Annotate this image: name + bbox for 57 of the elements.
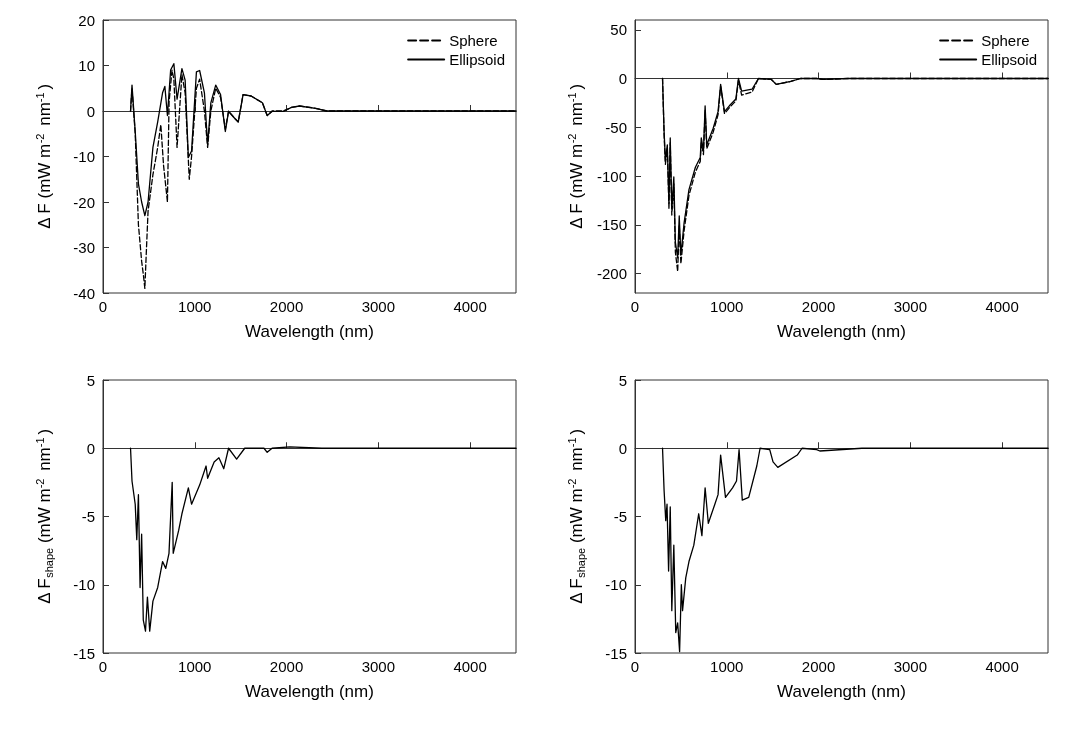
x-tick-label: 1000 bbox=[710, 298, 744, 315]
y-tick-label: -10 bbox=[73, 576, 95, 594]
x-axis-title: Wavelength (nm) bbox=[245, 682, 374, 701]
x-tick-label: 1000 bbox=[710, 658, 744, 675]
y-axis-title: Δ F (mW m-2 nm-1) bbox=[565, 83, 586, 229]
x-tick-label: 3000 bbox=[361, 298, 396, 315]
x-axis-title: Wavelength (nm) bbox=[777, 682, 906, 701]
x-tick-label: 4000 bbox=[453, 658, 487, 675]
y-tick-label: -50 bbox=[605, 118, 627, 136]
x-tick-label: 2000 bbox=[269, 658, 304, 675]
y-tick-label: 10 bbox=[78, 57, 95, 74]
x-tick-label: 2000 bbox=[269, 298, 304, 315]
y-tick-label: 5 bbox=[618, 371, 627, 389]
x-tick-label: 1000 bbox=[178, 298, 212, 315]
y-axis-title: Δ F (mW m-2 nm-1) bbox=[33, 83, 54, 229]
y-tick-label: -15 bbox=[73, 644, 95, 662]
x-tick-label: 4000 bbox=[985, 298, 1019, 315]
y-tick-label: -30 bbox=[73, 239, 95, 256]
line-series bbox=[129, 446, 517, 632]
y-tick-label: -150 bbox=[596, 216, 627, 234]
y-axis-title: Δ Fshape (mW m-2 nm-1) bbox=[565, 428, 587, 604]
x-tick-label: 0 bbox=[630, 658, 640, 675]
x-tick-label: 1000 bbox=[178, 658, 212, 675]
x-tick-label: 0 bbox=[98, 298, 108, 315]
y-tick-label: 5 bbox=[86, 371, 95, 389]
y-tick-label: 50 bbox=[610, 21, 627, 39]
legend-label: Sphere bbox=[449, 32, 498, 49]
legend-label: Ellipsoid bbox=[981, 51, 1038, 68]
x-tick-label: 4000 bbox=[453, 298, 487, 315]
x-tick-label: 4000 bbox=[985, 658, 1019, 675]
line-series bbox=[661, 447, 1049, 653]
y-tick-label: 0 bbox=[86, 439, 95, 457]
x-tick-label: 3000 bbox=[893, 298, 928, 315]
y-axis-title: Δ Fshape (mW m-2 nm-1) bbox=[33, 428, 55, 604]
y-tick-label: 0 bbox=[618, 439, 627, 457]
x-axis-title: Wavelength (nm) bbox=[777, 322, 906, 341]
x-tick-label: 2000 bbox=[801, 298, 836, 315]
x-tick-label: 3000 bbox=[361, 658, 396, 675]
y-tick-label: 0 bbox=[86, 102, 95, 120]
x-axis-title: Wavelength (nm) bbox=[245, 322, 374, 341]
y-tick-label: -10 bbox=[73, 148, 95, 165]
x-tick-label: 0 bbox=[98, 658, 108, 675]
y-tick-label: -200 bbox=[596, 265, 627, 282]
legend-label: Sphere bbox=[981, 32, 1030, 49]
x-tick-label: 0 bbox=[630, 298, 640, 315]
y-tick-label: -10 bbox=[605, 576, 627, 594]
y-tick-label: -100 bbox=[596, 167, 627, 185]
x-tick-label: 2000 bbox=[801, 658, 836, 675]
y-tick-label: 0 bbox=[618, 70, 627, 87]
y-tick-label: -15 bbox=[605, 644, 627, 662]
y-tick-label: -5 bbox=[81, 508, 95, 525]
y-tick-label: -40 bbox=[73, 284, 95, 302]
y-tick-label: -5 bbox=[613, 508, 627, 525]
y-tick-label: -20 bbox=[73, 193, 95, 211]
legend-label: Ellipsoid bbox=[449, 51, 506, 68]
y-tick-label: 20 bbox=[78, 11, 95, 29]
x-tick-label: 3000 bbox=[893, 658, 928, 675]
